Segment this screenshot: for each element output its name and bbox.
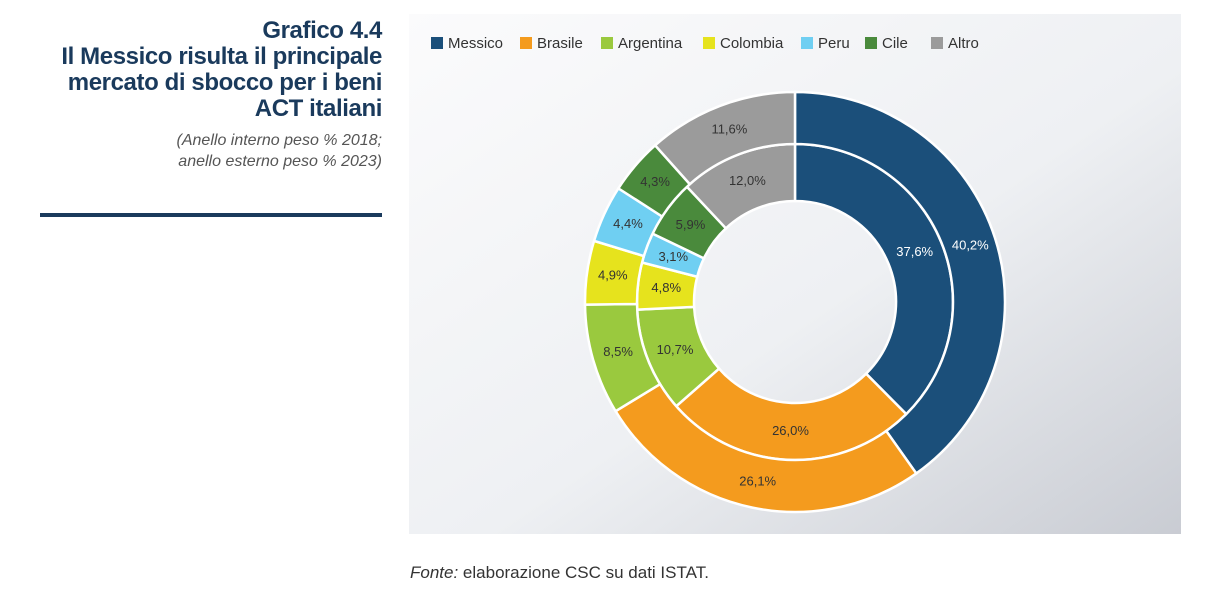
outer-ring-label-cile: 4,3%	[640, 174, 670, 189]
outer-ring-label-altro: 11,6%	[711, 122, 747, 137]
figure-title: Il Messico risulta il principale mercato…	[61, 43, 382, 122]
inner-ring-label-brasile: 26,0%	[772, 423, 809, 438]
chart-legend: Messico Brasile Argentina Colombia Peru Cile A…	[431, 35, 979, 52]
inner-ring-label-argentina: 10,7%	[657, 342, 694, 357]
figure-subtitle: (Anello interno peso % 2018; anello este…	[40, 130, 382, 172]
outer-ring-slice-messico	[793, 90, 1007, 476]
legend-label-cile: Cile	[882, 35, 908, 52]
figure-number: Grafico 4.4	[262, 17, 382, 44]
source-note: Fonte: elaborazione CSC su dati ISTAT.	[410, 563, 709, 583]
outer-ring-label-brasile: 26,1%	[739, 474, 776, 489]
inner-ring-label-colombia: 4,8%	[651, 280, 681, 295]
inner-ring-label-altro: 12,0%	[729, 173, 766, 188]
legend-swatch-cile	[865, 37, 877, 49]
legend-swatch-colombia	[703, 37, 715, 49]
legend-label-messico: Messico	[448, 35, 503, 52]
inner-ring-label-peru: 3,1%	[658, 249, 688, 264]
legend-swatch-peru	[801, 37, 813, 49]
inner-ring-label-messico: 37,6%	[896, 244, 933, 259]
legend-swatch-messico	[431, 37, 443, 49]
legend-swatch-brasile	[520, 37, 532, 49]
outer-ring-label-argentina: 8,5%	[603, 344, 633, 359]
legend-label-brasile: Brasile	[537, 35, 583, 52]
chart-rings	[583, 90, 1007, 514]
title-divider	[40, 213, 382, 217]
legend-label-argentina: Argentina	[618, 35, 683, 52]
chart-panel: Messico Brasile Argentina Colombia Peru Cile A…	[409, 14, 1181, 534]
outer-ring-slice-altro	[653, 90, 797, 186]
legend-swatch-altro	[931, 37, 943, 49]
outer-ring-label-peru: 4,4%	[613, 216, 643, 231]
figure-subtitle-line2: anello esterno peso % 2023)	[178, 153, 382, 170]
outer-ring-label-colombia: 4,9%	[598, 268, 628, 283]
source-label: Fonte:	[410, 563, 459, 582]
donut-chart: Messico Brasile Argentina Colombia Peru Cile A…	[409, 14, 1181, 534]
legend-label-colombia: Colombia	[720, 35, 784, 52]
legend-swatch-argentina	[601, 37, 613, 49]
legend-label-peru: Peru	[818, 35, 850, 52]
inner-ring-label-cile: 5,9%	[676, 217, 706, 232]
figure-header: Grafico 4.4 Il Messico risulta il princi…	[40, 18, 382, 172]
chart-value-labels: 37,6% 26,0% 10,7% 4,8% 3,1% 5,9% 12,0% 40,2% 26,…	[598, 122, 989, 489]
figure-subtitle-line1: (Anello interno peso % 2018;	[176, 132, 382, 149]
source-text: elaborazione CSC su dati ISTAT.	[458, 563, 709, 582]
outer-ring-label-messico: 40,2%	[952, 238, 989, 253]
legend-label-altro: Altro	[948, 35, 979, 52]
